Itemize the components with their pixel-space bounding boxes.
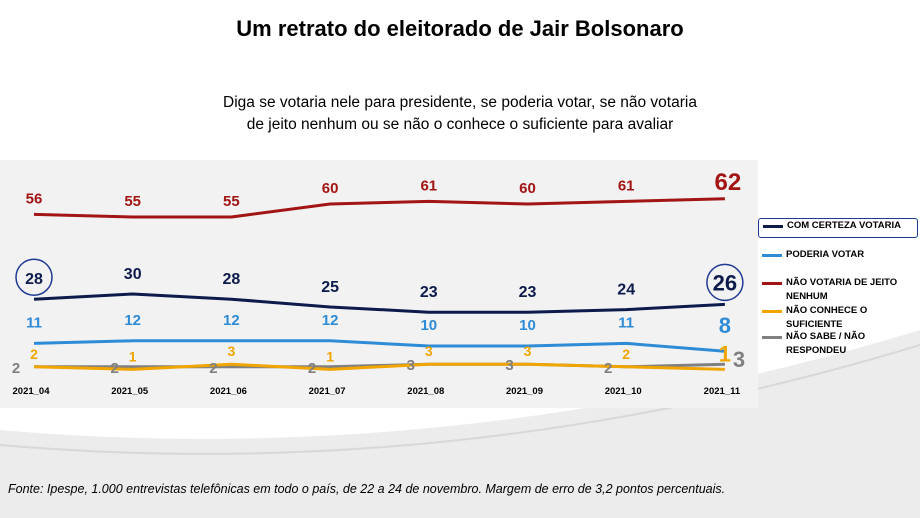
data-label-1-3: 25	[321, 279, 339, 296]
data-label-2-2: 12	[223, 312, 240, 329]
highlight-circle-7	[706, 263, 744, 302]
data-label-1-4: 23	[420, 284, 438, 301]
data-label-3-2: 3	[228, 343, 236, 359]
data-label-3-7: 1	[719, 341, 731, 366]
data-label-1-6: 24	[617, 282, 635, 299]
x-tick-label: 2021_11	[704, 386, 741, 397]
data-label-4-5: 3	[505, 357, 513, 374]
data-label-0-1: 55	[124, 193, 141, 210]
chart-subtitle: Diga se votaria nele para presidente, se…	[160, 92, 760, 136]
x-tick-label: 2021_04	[13, 386, 51, 397]
legend-label: COM CERTEZA VOTARIA	[787, 220, 901, 231]
x-tick-label: 2021_06	[210, 386, 247, 397]
data-label-1-5: 23	[519, 284, 537, 301]
data-label-2-5: 10	[519, 317, 536, 334]
data-label-4-7: 3	[733, 347, 745, 372]
data-label-0-3: 60	[322, 180, 339, 197]
data-label-0-7: 62	[715, 169, 742, 196]
data-label-2-7: 8	[719, 313, 731, 338]
legend-label: PODERIA VOTAR	[786, 249, 865, 260]
subtitle-line-1: Diga se votaria nele para presidente, se…	[223, 94, 697, 111]
data-label-4-4: 3	[407, 357, 415, 374]
series-line-1	[33, 292, 725, 314]
data-label-0-5: 60	[519, 180, 536, 197]
data-label-4-2: 2	[209, 360, 217, 377]
highlight-circle-0	[15, 258, 53, 296]
series-line-2	[33, 339, 726, 353]
x-tick-label: 2021_08	[407, 386, 444, 397]
x-tick-label: 2021_07	[309, 386, 346, 397]
data-label-1-0: 28	[25, 271, 43, 288]
data-label-3-3: 1	[326, 348, 334, 364]
source-note: Fonte: Ipespe, 1.000 entrevistas telefôn…	[8, 482, 726, 496]
data-label-2-0: 11	[26, 314, 42, 331]
data-label-1-7: 26	[713, 270, 737, 295]
data-label-2-4: 10	[420, 317, 437, 334]
data-label-2-1: 12	[124, 312, 141, 329]
data-label-0-6: 61	[618, 177, 635, 194]
series-line-3	[33, 362, 725, 371]
legend-swatch	[762, 336, 782, 339]
data-label-3-4: 3	[425, 343, 433, 359]
series-line-0	[33, 197, 725, 219]
data-label-3-1: 1	[129, 348, 137, 364]
data-label-3-6: 2	[622, 346, 630, 362]
data-label-4-0: 2	[12, 360, 20, 377]
data-label-4-1: 2	[111, 360, 119, 377]
data-label-3-5: 3	[524, 343, 532, 359]
legend-label: NÃO CONHECE O SUFICIENTE	[786, 305, 868, 330]
legend-swatch	[762, 310, 782, 313]
legend-swatch	[762, 254, 782, 257]
data-label-2-3: 12	[322, 312, 339, 329]
x-tick-label: 2021_10	[605, 386, 642, 397]
legend-swatch	[762, 282, 782, 285]
data-label-0-2: 55	[223, 193, 240, 210]
subtitle-line-2: de jeito nenhum ou se não o conhece o su…	[246, 116, 674, 133]
data-label-0-4: 61	[420, 177, 437, 194]
x-tick-label: 2021_09	[506, 386, 543, 397]
data-label-1-1: 30	[124, 266, 142, 283]
legend-label: NÃO SABE / NÃO RESPONDEU	[786, 331, 866, 356]
chart-title: Um retrato do eleitorado de Jair Bolsona…	[236, 16, 684, 41]
data-label-3-0: 2	[30, 346, 38, 362]
data-label-0-0: 56	[26, 190, 43, 207]
data-label-4-3: 2	[308, 360, 316, 377]
x-tick-label: 2021_05	[111, 386, 149, 397]
data-label-4-6: 2	[604, 360, 612, 377]
legend-item-com-certeza-votaria[interactable]: COM CERTEZA VOTARIA	[758, 218, 918, 238]
data-label-1-2: 28	[223, 271, 241, 288]
legend-label: NÃO VOTARIA DE JEITO NENHUM	[786, 277, 898, 302]
data-label-2-6: 11	[618, 314, 634, 331]
legend-swatch	[763, 225, 783, 228]
